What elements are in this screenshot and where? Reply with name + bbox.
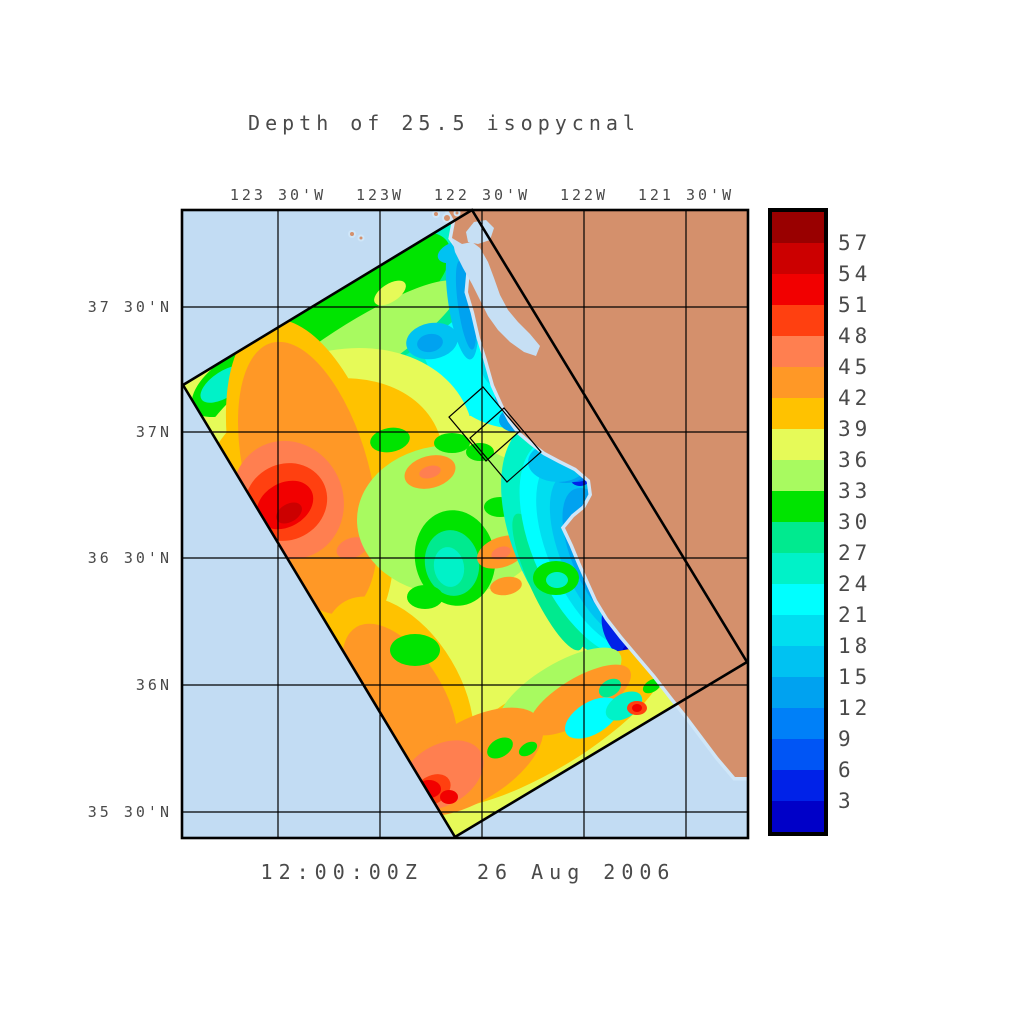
colorbar-tick-label: 27 (838, 541, 872, 565)
colorbar-cell (772, 615, 824, 647)
y-tick-label: 37 30'N (87, 298, 172, 316)
colorbar-tick-label: 33 (838, 479, 872, 503)
colorbar-tick-label: 30 (838, 510, 872, 534)
colorbar-cell (772, 491, 824, 523)
x-tick-label: 121 30'W (637, 186, 735, 204)
colorbar-tick-label: 9 (838, 727, 855, 751)
x-tick-label: 122 30'W (433, 186, 531, 204)
san-francisco-bay (466, 220, 494, 244)
chart-title: Depth of 25.5 isopycnal (248, 111, 640, 135)
colorbar-tick-label: 54 (838, 262, 872, 286)
colorbar-cell (772, 708, 824, 740)
plot-frame (180, 208, 750, 840)
colorbar-tick-label: 45 (838, 355, 872, 379)
islet (348, 230, 356, 238)
colorbar-tick-label: 42 (838, 386, 872, 410)
islet (357, 234, 365, 242)
colorbar-cell (772, 460, 824, 492)
colorbar-tick-label: 15 (838, 665, 872, 689)
colorbar-cell (772, 336, 824, 368)
colorbar-cell (772, 305, 824, 337)
colorbar-cell (772, 646, 824, 678)
colorbar-tick-label: 39 (838, 417, 872, 441)
y-tick-label: 37N (135, 423, 172, 441)
y-tick-label: 36 30'N (87, 549, 172, 567)
colorbar-tick-label: 12 (838, 696, 872, 720)
colorbar-cell (772, 677, 824, 709)
colorbar-tick-label: 21 (838, 603, 872, 627)
colorbar-border (768, 208, 828, 836)
grid-lines (182, 210, 748, 838)
colorbar-cell (772, 398, 824, 430)
colorbar-tick-label: 51 (838, 293, 872, 317)
colorbar-tick-label: 24 (838, 572, 872, 596)
time-label: 12:00:00Z 26 Aug 2006 (260, 860, 676, 884)
islet (442, 213, 452, 223)
colorbar-tick-label: 36 (838, 448, 872, 472)
colorbar-cell (772, 212, 824, 244)
colorbar (768, 208, 828, 836)
colorbar-cell (772, 274, 824, 306)
colorbar-cell (772, 739, 824, 771)
x-tick-label: 123 30'W (229, 186, 327, 204)
colorbar-cell (772, 243, 824, 275)
x-tick-label: 122W (559, 186, 609, 204)
colorbar-cell (772, 429, 824, 461)
land-california (448, 210, 748, 777)
colorbar-cell (772, 367, 824, 399)
plot-area (182, 210, 748, 838)
islet (432, 210, 440, 218)
colorbar-tick-label: 18 (838, 634, 872, 658)
y-tick-label: 36N (135, 676, 172, 694)
survey-box-outline (448, 386, 521, 462)
colorbar-cell (772, 584, 824, 616)
colorbar-tick-label: 57 (838, 231, 872, 255)
colorbar-cell (772, 801, 824, 833)
colorbar-cell (772, 522, 824, 554)
colorbar-tick-label: 6 (838, 758, 855, 782)
y-tick-label: 35 30'N (87, 803, 172, 821)
colorbar-cell (772, 553, 824, 585)
x-tick-label: 123W (355, 186, 405, 204)
san-francisco-bay (452, 238, 540, 356)
colorbar-cell (772, 770, 824, 802)
survey-box-outline (469, 407, 542, 483)
colorbar-tick-label: 48 (838, 324, 872, 348)
colorbar-tick-label: 3 (838, 789, 855, 813)
